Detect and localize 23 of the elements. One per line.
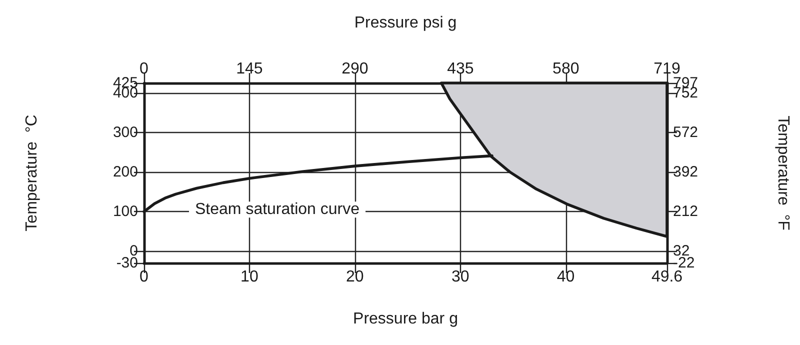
y2-tick-label: 212 (673, 203, 698, 220)
x2-tick-label: 580 (552, 60, 580, 78)
x2-axis-title: Pressure psi g (354, 14, 457, 32)
x2-tick-label: 145 (236, 60, 263, 78)
y2-axis-title: Temperature °F (774, 116, 792, 231)
y2-tick-label: 392 (673, 164, 698, 181)
x2-tick-label: 719 (654, 60, 680, 78)
y2-tick-label: 572 (673, 124, 698, 141)
x-tick-label: 10 (240, 268, 258, 286)
y-axis-title: Temperature °C (24, 114, 40, 232)
x2-tick-label: 0 (140, 60, 149, 78)
annotation: Steam saturation curve (195, 201, 360, 218)
x2-tick-label: 435 (447, 60, 474, 78)
y-tick-label: 100 (112, 203, 138, 220)
x-tick-label: 0 (140, 268, 149, 286)
x-axis-title: Pressure bar g (353, 310, 458, 328)
y-tick-label: 300 (112, 124, 138, 141)
x-tick-label: 30 (451, 268, 470, 286)
x-tick-label: 20 (346, 268, 364, 286)
x-tick-label: 40 (556, 268, 575, 286)
y-tick-label: 200 (112, 164, 138, 181)
x-tick-label: 49.6 (651, 268, 683, 286)
x2-tick-label: 290 (342, 60, 368, 78)
